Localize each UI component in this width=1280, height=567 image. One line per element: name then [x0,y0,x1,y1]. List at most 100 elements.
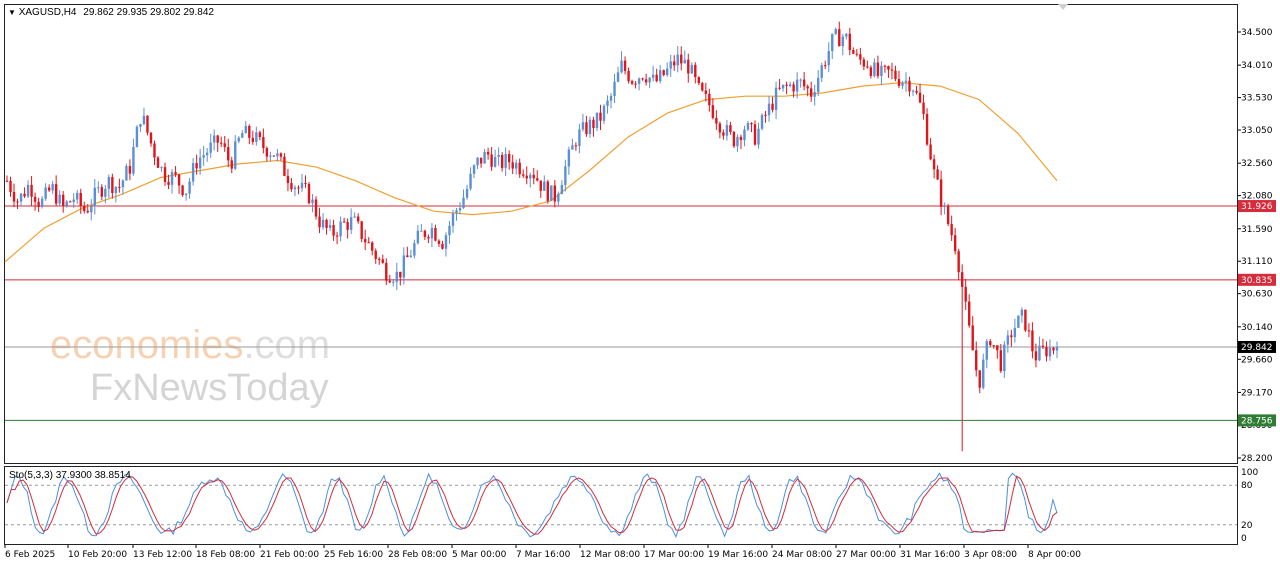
candle-bear [718,123,722,133]
candle-bear [876,62,880,76]
candle-bear [869,67,873,76]
candle-bear [86,210,89,213]
candle-bull [121,180,125,188]
candle-bear [996,345,999,351]
candle-bull [353,216,356,218]
candle-bear [989,341,992,346]
candle-bear [655,74,658,82]
candle-bear [304,182,307,184]
candle-bear [363,238,367,243]
price-tag-label: 30.835 [1241,276,1273,286]
stoch-y-tick: 100 [1241,468,1258,478]
candle-bull [51,184,54,191]
candle-bull [813,92,816,97]
candle-bull [142,115,146,124]
x-tick-label: 3 Apr 08:00 [964,550,1017,560]
candle-bear [694,64,697,78]
price-chart-panel[interactable] [4,4,1238,464]
candle-bull [648,77,651,83]
candle-bull [255,132,258,142]
candle-bull [651,74,655,78]
candle-bear [54,184,58,204]
candle-bear [574,145,578,147]
candle-bull [588,119,592,135]
candle-bull [831,33,834,52]
candle-bear [623,60,627,71]
candle-bear [771,103,774,110]
candle-bear [838,29,841,47]
candle-bear [167,181,170,185]
candle-bear [146,115,149,133]
candle-bear [634,83,637,85]
candle-bear [111,177,114,194]
stochastic-panel[interactable] [4,466,1238,545]
candle-bull [349,217,353,230]
candle-bear [953,235,957,252]
candle-bear [890,69,894,71]
price-tag-label: 31.926 [1241,202,1273,212]
candle-bear [5,180,9,182]
candle-bear [971,325,974,351]
candle-bear [802,79,806,87]
stoch-y-tick: 20 [1241,521,1253,531]
candle-bear [9,180,12,192]
watermark-economies: economies.com [50,323,330,367]
y-tick-label: 29.660 [1241,355,1273,365]
candle-bull [132,147,135,174]
candle-bull [845,33,848,37]
candle-bull [616,72,620,82]
candle-bear [486,151,490,155]
candle-bear [925,113,929,145]
candle-bull [493,157,497,167]
candle-bull [420,230,423,232]
candle-bear [381,259,384,263]
candle-bull [170,172,174,185]
candle-bull [690,64,693,74]
y-tick-label: 31.590 [1241,225,1273,235]
candle-bull [455,210,458,214]
stoch-y-tick: 0 [1241,534,1247,544]
candle-bear [785,84,788,86]
candle-bull [76,192,79,200]
candle-bear [939,179,943,207]
candle-bear [999,350,1003,372]
candle-bear [915,90,918,93]
stoch-y-tick: 80 [1241,481,1253,491]
candle-bear [265,148,269,157]
candle-bull [620,60,623,73]
candle-bear [960,272,964,287]
candle-bear [687,59,690,74]
candle-bear [525,175,528,179]
candle-bull [497,154,500,158]
price-tag-support [1238,414,1276,427]
candle-bull [760,114,764,129]
candle-bull [834,29,837,34]
candle-bull [476,157,479,166]
candle-bear [12,191,16,202]
candle-bear [163,167,167,182]
candle-bear [33,196,37,202]
candle-bear [248,126,251,138]
candle-bear [367,242,370,244]
candle-bear [507,153,511,163]
candle-bull [114,186,118,194]
candle-bull [725,125,729,136]
candle-bear [532,174,535,179]
scroll-marker-icon[interactable] [1058,4,1068,10]
candle-bull [160,167,163,169]
candle-bear [739,136,743,141]
candle-bull [212,135,216,143]
x-tick-label: 13 Feb 12:00 [133,550,192,560]
candle-bull [139,123,142,127]
candle-bull [985,341,988,360]
candle-bull [1048,347,1052,357]
candle-bull [276,153,279,157]
candle-bear [792,84,795,92]
candle-bear [753,124,757,145]
candle-bull [1003,344,1006,372]
menu-triangle-icon[interactable]: ▼ [8,8,16,17]
candle-bull [550,185,553,201]
candle-bull [1020,309,1024,316]
candle-bear [216,135,219,143]
